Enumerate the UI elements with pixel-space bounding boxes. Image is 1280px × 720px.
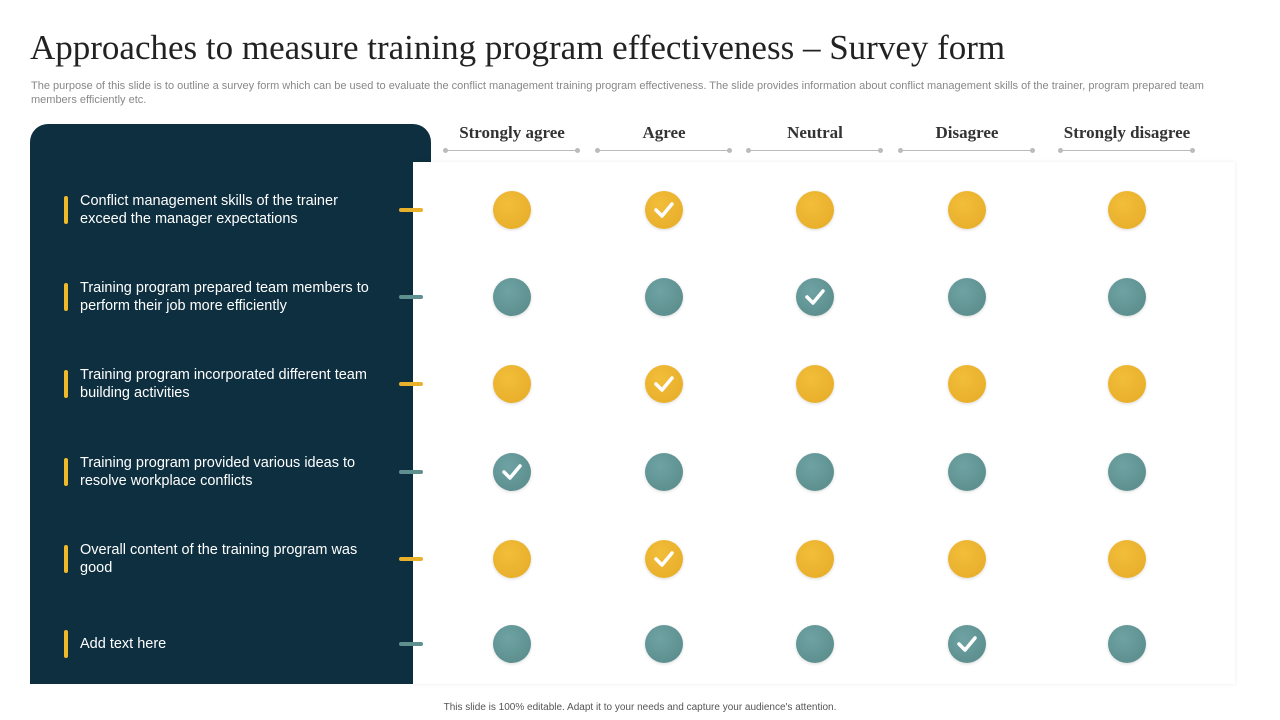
checked-option	[645, 540, 683, 578]
column-header: Strongly agree	[459, 123, 565, 142]
underline-dot	[443, 148, 448, 153]
statement: Overall content of the training program …	[80, 542, 358, 576]
statement: Add text here	[80, 636, 167, 652]
underline-dot	[746, 148, 751, 153]
statement-panel	[30, 124, 431, 684]
option	[1108, 365, 1146, 403]
underline-dot	[595, 148, 600, 153]
option	[796, 453, 834, 491]
option	[1108, 540, 1146, 578]
check-icon	[957, 636, 977, 652]
option	[493, 625, 531, 663]
check-icon	[654, 202, 674, 218]
header-underline	[597, 150, 731, 151]
title: Approaches to measure training program e…	[30, 28, 1006, 67]
header-underline	[445, 150, 579, 151]
column-header: Agree	[642, 123, 686, 142]
option	[1108, 625, 1146, 663]
subtitle: The purpose of this slide is to outline …	[31, 80, 1204, 106]
column-header: Strongly disagree	[1063, 123, 1191, 142]
statement-marker	[64, 370, 68, 398]
check-icon	[502, 464, 522, 480]
statement-marker	[64, 545, 68, 573]
option	[493, 278, 531, 316]
option	[796, 365, 834, 403]
option	[645, 625, 683, 663]
option	[493, 540, 531, 578]
option	[948, 278, 986, 316]
row-connector	[399, 470, 423, 474]
underline-dot	[1030, 148, 1035, 153]
option	[948, 191, 986, 229]
option	[1108, 191, 1146, 229]
checked-option	[645, 191, 683, 229]
column-header: Neutral	[787, 123, 843, 142]
option	[796, 540, 834, 578]
row-connector	[399, 642, 423, 646]
checked-option	[948, 625, 986, 663]
underline-dot	[1190, 148, 1195, 153]
option	[493, 191, 531, 229]
option	[493, 365, 531, 403]
option	[948, 540, 986, 578]
statement: Training program incorporated different …	[80, 367, 367, 401]
option	[1108, 278, 1146, 316]
statement-marker	[64, 458, 68, 486]
option	[796, 191, 834, 229]
option	[1108, 453, 1146, 491]
header-underline	[900, 150, 1034, 151]
underline-dot	[727, 148, 732, 153]
header-underline	[1060, 150, 1194, 151]
underline-dot	[878, 148, 883, 153]
statement: Conflict management skills of the traine…	[80, 193, 338, 227]
statement-marker	[64, 283, 68, 311]
check-icon	[654, 376, 674, 392]
row-connector	[399, 382, 423, 386]
check-icon	[805, 289, 825, 305]
option	[948, 453, 986, 491]
row-connector	[399, 208, 423, 212]
checked-option	[645, 365, 683, 403]
underline-dot	[1058, 148, 1063, 153]
underline-dot	[898, 148, 903, 153]
footer: This slide is 100% editable. Adapt it to…	[443, 702, 837, 713]
checked-option	[796, 278, 834, 316]
header-underline	[748, 150, 882, 151]
statement: Training program prepared team members t…	[80, 280, 369, 314]
row-connector	[399, 557, 423, 561]
option	[645, 453, 683, 491]
underline-dot	[575, 148, 580, 153]
answer-card	[413, 162, 1235, 684]
statement: Training program provided various ideas …	[80, 455, 356, 489]
statement-marker	[64, 196, 68, 224]
row-connector	[399, 295, 423, 299]
option	[796, 625, 834, 663]
checked-option	[493, 453, 531, 491]
column-header: Disagree	[935, 123, 999, 142]
check-icon	[654, 551, 674, 567]
option	[645, 278, 683, 316]
option	[948, 365, 986, 403]
statement-marker	[64, 630, 68, 658]
